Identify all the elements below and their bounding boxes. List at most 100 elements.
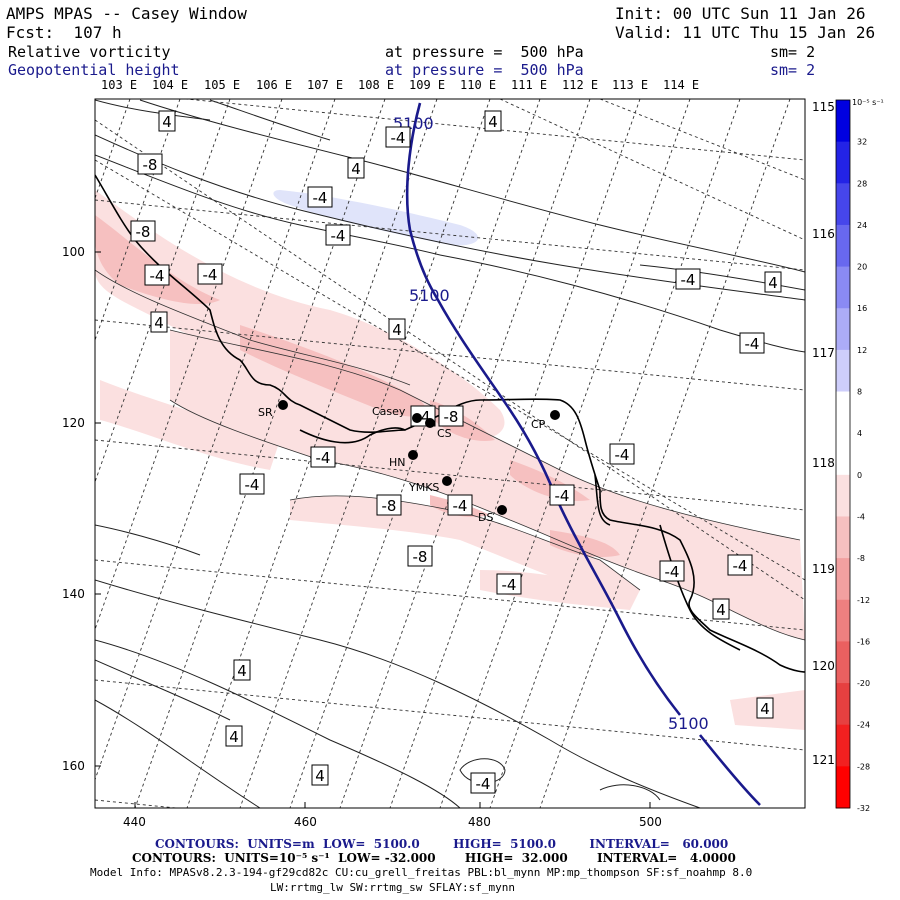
colorbar-label: 8 bbox=[857, 388, 862, 397]
colorbar-label: -8 bbox=[857, 554, 865, 563]
vort-label: -4 bbox=[555, 487, 570, 505]
colorbar-frame bbox=[835, 99, 851, 809]
colorbar-swatch bbox=[836, 683, 850, 726]
vort-label: 4 bbox=[768, 274, 778, 292]
colorbar-label: 16 bbox=[857, 304, 867, 313]
graticule bbox=[95, 99, 805, 808]
parallel-line bbox=[95, 319, 805, 391]
field2-smooth: sm= 2 bbox=[770, 61, 816, 79]
colorbar-label: 12 bbox=[857, 346, 867, 355]
coastline-lower bbox=[594, 474, 611, 526]
meridian-line bbox=[134, 99, 386, 808]
parallel-line bbox=[499, 99, 805, 241]
parallel-line bbox=[181, 99, 805, 161]
vort-label-box bbox=[712, 598, 730, 620]
vort-label: -8 bbox=[413, 548, 428, 566]
top-lon-label: 114 E bbox=[663, 78, 700, 92]
vorticity-shading bbox=[95, 190, 805, 730]
height-label-2: 5100 bbox=[409, 286, 450, 305]
vort-label-box bbox=[764, 271, 782, 293]
vort-label: -4 bbox=[150, 267, 165, 285]
vort-label: -4 bbox=[745, 335, 760, 353]
colorbar-label: -32 bbox=[857, 804, 870, 813]
model-info: Model Info: MPASv8.2.3-194-gf29cd82c CU:… bbox=[90, 866, 753, 879]
init-time: Init: 00 UTC Sun 11 Jan 26 bbox=[615, 4, 866, 23]
vort-label-box bbox=[438, 405, 464, 427]
vort-label: 4 bbox=[315, 767, 325, 785]
parallel-line bbox=[95, 439, 805, 511]
vort-label: -8 bbox=[382, 497, 397, 515]
vort-label: -4 bbox=[316, 449, 331, 467]
vort-label: 4 bbox=[154, 314, 164, 332]
y-tick-160: 160 bbox=[62, 759, 85, 773]
top-lon-label: 109 E bbox=[409, 78, 446, 92]
vort-label: -4 bbox=[733, 557, 748, 575]
model-title: AMPS MPAS -- Casey Window bbox=[6, 4, 247, 23]
neg-vort-core-2 bbox=[240, 325, 427, 417]
vorticity-labels: -4 4 4 -8 4 -4 -4 -8 -4 -4 -4 4 4 4 -4 -8 -4 -4 -4 -4 -8 -4 -4… bbox=[130, 110, 782, 794]
station-DS bbox=[497, 505, 507, 515]
colorbar-swatch bbox=[836, 224, 850, 268]
colorbar-label: -4 bbox=[857, 512, 865, 521]
parallel-line bbox=[599, 99, 805, 181]
vort-label-box bbox=[675, 268, 701, 290]
colorbar-swatch bbox=[836, 599, 850, 642]
meridian-line bbox=[489, 99, 741, 808]
vort-label-box bbox=[347, 157, 365, 179]
top-lon-label: 106 E bbox=[256, 78, 293, 92]
vort-label: -4 bbox=[476, 775, 491, 793]
colorbar-label: -12 bbox=[857, 596, 870, 605]
top-lon-label: 113 E bbox=[612, 78, 649, 92]
station-HN bbox=[408, 450, 418, 460]
station-label-SR: SR bbox=[258, 406, 273, 419]
colorbar-units: 10⁻⁵ s⁻¹ bbox=[852, 98, 884, 107]
vort-label-box bbox=[659, 560, 685, 582]
stations bbox=[278, 400, 560, 515]
vort-label-box bbox=[407, 545, 433, 567]
height-label-3: 5100 bbox=[668, 714, 709, 733]
vort-label-box bbox=[137, 153, 163, 175]
colorbar-swatch bbox=[836, 558, 850, 601]
contour-9 bbox=[95, 579, 701, 808]
y-tick-120: 120 bbox=[62, 416, 85, 430]
vort-label: -4 bbox=[665, 563, 680, 581]
colorbar-swatch bbox=[836, 349, 850, 393]
station-CP bbox=[550, 410, 560, 420]
vort-label-box bbox=[144, 264, 170, 286]
vort-label-box bbox=[150, 311, 168, 333]
vort-label: -4 bbox=[502, 576, 517, 594]
meridian-line bbox=[339, 99, 591, 808]
vort-label-box bbox=[130, 220, 156, 242]
contour-4 bbox=[439, 254, 805, 353]
meridian-line bbox=[539, 99, 791, 808]
colorbar-label: -28 bbox=[857, 762, 870, 771]
station-label-HN: HN bbox=[389, 456, 406, 469]
x-tick-480: 480 bbox=[468, 815, 491, 829]
station-label-YMKS: YMKS bbox=[408, 481, 439, 494]
valid-time: Valid: 11 UTC Thu 15 Jan 26 bbox=[615, 23, 876, 42]
vort-label: 4 bbox=[351, 160, 361, 178]
colorbar-label: 28 bbox=[857, 179, 867, 188]
colorbar-label: -20 bbox=[857, 679, 870, 688]
vort-label-box bbox=[233, 659, 251, 681]
vort-label: -8 bbox=[136, 223, 151, 241]
top-lon-label: 103 E bbox=[101, 78, 138, 92]
vort-label: -4 bbox=[203, 266, 218, 284]
neg-vort-band-3 bbox=[100, 380, 280, 470]
meridian-line bbox=[239, 99, 491, 808]
top-lon-label: 105 E bbox=[204, 78, 241, 92]
contour-14 bbox=[599, 784, 661, 801]
contours-height-info: CONTOURS: UNITS=m LOW= 5100.0 HIGH= 5100… bbox=[155, 837, 729, 851]
vort-label: 4 bbox=[716, 601, 726, 619]
vort-label: -4 bbox=[615, 446, 630, 464]
y-tick-140: 140 bbox=[62, 587, 85, 601]
colorbar-label: 4 bbox=[857, 429, 862, 438]
station-label-DS: DS bbox=[478, 511, 493, 524]
x-tick-460: 460 bbox=[294, 815, 317, 829]
colorbar-swatch bbox=[836, 516, 850, 559]
field2-name: Geopotential height bbox=[8, 61, 180, 79]
contour-11 bbox=[95, 699, 261, 808]
meridian-line bbox=[186, 99, 438, 808]
station-YMKS bbox=[442, 476, 452, 486]
parallel-line bbox=[95, 679, 805, 751]
